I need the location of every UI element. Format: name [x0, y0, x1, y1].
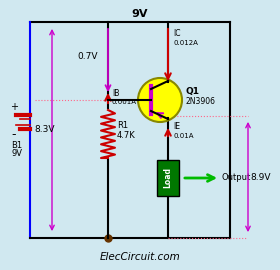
- Text: 8.3V: 8.3V: [34, 126, 55, 134]
- Text: Output: Output: [222, 174, 251, 183]
- Text: 9V: 9V: [11, 149, 22, 158]
- Text: 9V: 9V: [132, 9, 148, 19]
- Text: +: +: [10, 102, 18, 112]
- Text: -: -: [12, 128, 16, 141]
- Text: 4.7K: 4.7K: [117, 131, 136, 140]
- Text: Load: Load: [164, 167, 172, 188]
- Text: 8.9V: 8.9V: [250, 173, 270, 181]
- Text: 2N3906: 2N3906: [186, 97, 216, 106]
- Text: B1: B1: [11, 141, 23, 150]
- Text: 0.7V: 0.7V: [78, 52, 98, 61]
- Text: 0.012A: 0.012A: [173, 40, 198, 46]
- Text: R1: R1: [117, 121, 128, 130]
- FancyBboxPatch shape: [157, 160, 179, 196]
- Text: ElecCircuit.com: ElecCircuit.com: [100, 252, 180, 262]
- Text: 0.01A: 0.01A: [173, 133, 193, 139]
- Text: IB: IB: [112, 89, 119, 98]
- Text: Q1: Q1: [186, 87, 200, 96]
- Text: IC: IC: [173, 29, 181, 38]
- Text: 0.001A: 0.001A: [112, 99, 137, 105]
- Text: IE: IE: [173, 122, 180, 131]
- Circle shape: [138, 78, 182, 122]
